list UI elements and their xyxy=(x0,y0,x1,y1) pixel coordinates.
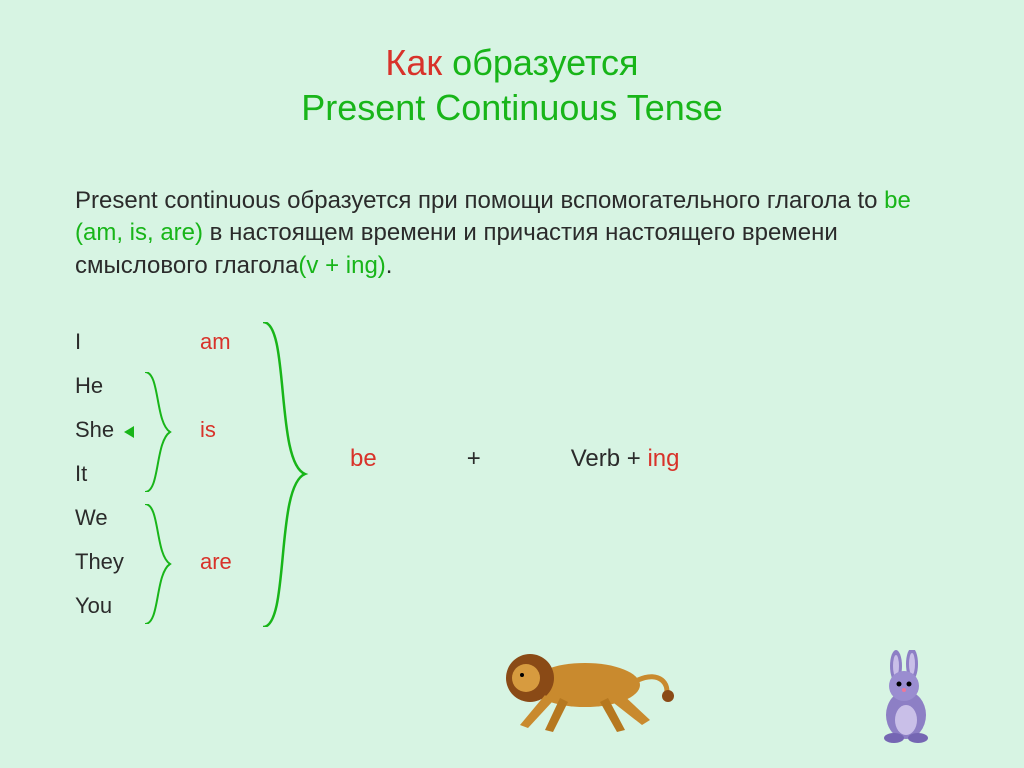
formula-verb-text: Verb + xyxy=(571,445,648,472)
explanation-paragraph: Present continuous образуется при помощи… xyxy=(75,185,955,282)
table-row: They are xyxy=(75,540,260,584)
formula-ing: ing xyxy=(647,445,679,472)
slide: Как образуется Present Continuous Tense … xyxy=(0,0,1024,768)
explain-d: (v + ing) xyxy=(298,252,385,279)
table-row: I am xyxy=(75,320,260,364)
table-row: You xyxy=(75,584,260,628)
verb-cell: is xyxy=(200,417,260,443)
pronoun-cell: They xyxy=(75,549,200,575)
explain-a: Present continuous образуется при помощи… xyxy=(75,187,884,214)
table-row: He xyxy=(75,364,260,408)
pronoun-cell: It xyxy=(75,461,200,487)
title-rest-line1: образуется xyxy=(442,42,638,83)
explain-e: . xyxy=(386,252,393,279)
formula-verb: Verb + ing xyxy=(571,445,680,473)
table-row: She is xyxy=(75,408,260,452)
pronoun-cell: She xyxy=(75,417,200,443)
verb-cell: are xyxy=(200,549,260,575)
table-row: We xyxy=(75,496,260,540)
conjugation-grid: I am He She is It We They are You xyxy=(75,320,260,628)
formula-be: be xyxy=(350,445,377,473)
table-row: It xyxy=(75,452,260,496)
rabbit-clipart-icon xyxy=(868,650,943,745)
formula-plus: + xyxy=(467,445,481,473)
lion-clipart-icon xyxy=(490,630,680,740)
brace-large-icon xyxy=(255,322,315,627)
pronoun-cell: You xyxy=(75,593,200,619)
title-word-1: Как xyxy=(385,42,442,83)
formula-row: be + Verb + ing xyxy=(350,445,679,473)
title-line2: Present Continuous Tense xyxy=(301,87,723,128)
pronoun-cell: We xyxy=(75,505,200,531)
slide-title: Как образуется Present Continuous Tense xyxy=(0,40,1024,130)
pronoun-cell: He xyxy=(75,373,200,399)
verb-cell: am xyxy=(200,329,260,355)
pronoun-cell: I xyxy=(75,329,200,355)
